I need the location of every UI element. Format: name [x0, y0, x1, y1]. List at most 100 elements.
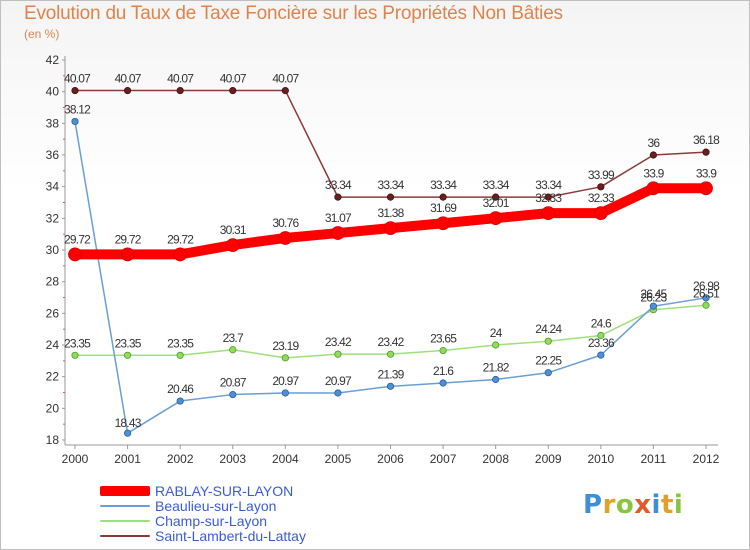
data-label: 31.69: [430, 201, 457, 215]
data-point: [176, 351, 184, 359]
data-label: 40.07: [115, 72, 142, 86]
data-label: 32.33: [535, 191, 562, 205]
x-tick-label: 2005: [325, 452, 352, 466]
logo-letter: i: [673, 490, 684, 520]
data-label: 36.18: [693, 133, 720, 147]
y-tick-label: 20: [46, 401, 60, 415]
logo-letter: t: [660, 490, 674, 520]
data-label: 33.9: [643, 166, 664, 180]
data-label: 40.07: [167, 72, 194, 86]
data-label: 23.36: [588, 336, 615, 350]
data-label: 33.99: [588, 168, 615, 182]
x-tick-label: 2011: [641, 452, 667, 466]
legend-swatch: [100, 505, 150, 507]
data-label: 33.34: [377, 178, 404, 192]
data-point: [492, 375, 500, 384]
data-label: 22.25: [535, 354, 562, 368]
data-point: [699, 181, 713, 196]
x-tick-label: 2000: [62, 452, 89, 466]
data-point: [646, 181, 661, 196]
data-point: [71, 351, 79, 359]
data-point: [386, 350, 395, 358]
data-point: [225, 238, 240, 252]
x-tick-label: 2006: [377, 452, 404, 466]
data-label: 24: [490, 326, 503, 340]
data-label: 21.82: [483, 361, 510, 375]
data-label: 31.38: [377, 206, 404, 220]
data-point: [597, 183, 605, 191]
data-point: [436, 216, 450, 231]
data-label: 33.34: [430, 178, 457, 192]
data-point: [649, 151, 658, 159]
data-label: 29.72: [115, 232, 142, 246]
data-point: [439, 379, 447, 387]
data-point: [331, 226, 345, 240]
x-tick-label: 2002: [167, 452, 194, 466]
data-label: 23.35: [64, 336, 91, 350]
data-point: [702, 301, 710, 309]
data-label: 30.76: [272, 216, 299, 230]
y-tick-label: 36: [46, 148, 60, 162]
data-point: [386, 382, 395, 390]
data-point: [334, 193, 342, 201]
data-label: 33.34: [325, 178, 352, 192]
data-label: 21.39: [377, 367, 404, 381]
logo-letter: P: [583, 490, 603, 520]
x-tick-label: 2009: [535, 452, 562, 466]
data-label: 23.42: [325, 335, 352, 349]
data-point: [120, 247, 135, 262]
data-point: [173, 247, 188, 262]
data-label: 23.35: [167, 336, 194, 350]
data-point: [383, 221, 398, 236]
y-tick-label: 28: [46, 275, 60, 289]
data-label: 20.87: [220, 376, 247, 390]
data-label: 32.33: [588, 191, 615, 205]
data-point: [229, 390, 237, 399]
x-tick-label: 2001: [114, 452, 141, 466]
data-point: [229, 346, 237, 354]
data-point: [334, 389, 342, 397]
y-tick-label: 30: [46, 243, 60, 257]
data-point: [702, 294, 710, 302]
data-point: [541, 206, 556, 221]
data-label: 32.01: [483, 196, 510, 210]
data-point: [123, 86, 132, 95]
data-label: 33.34: [483, 178, 510, 192]
data-label: 30.31: [220, 223, 247, 237]
data-label: 23.19: [272, 339, 299, 353]
logo-letter: o: [615, 490, 635, 520]
y-tick-label: 18: [46, 433, 60, 447]
x-tick-label: 2003: [219, 452, 246, 466]
legend-label: Beaulieu-sur-Layon: [155, 498, 277, 514]
data-label: 23.42: [377, 335, 404, 349]
data-label: 26.45: [640, 287, 667, 301]
logo-letter: r: [602, 490, 616, 520]
data-point: [278, 231, 293, 245]
legend-label: Champ-sur-Layon: [155, 513, 268, 529]
y-tick-label: 24: [46, 338, 60, 352]
y-tick-label: 34: [46, 180, 60, 194]
data-label: 21.6: [433, 364, 454, 378]
y-tick-label: 42: [46, 53, 60, 67]
data-point: [597, 331, 605, 340]
data-point: [439, 193, 447, 201]
data-point: [123, 429, 132, 437]
data-point: [597, 351, 605, 359]
x-tick-label: 2012: [693, 452, 720, 466]
data-label: 29.72: [167, 232, 194, 246]
data-point: [386, 193, 395, 201]
legend-swatch: [100, 520, 150, 522]
data-point: [176, 86, 184, 95]
data-label: 20.97: [325, 374, 352, 388]
y-tick-label: 38: [46, 116, 60, 130]
data-label: 38.12: [64, 102, 91, 116]
legend-label: Saint-Lambert-du-Lattay: [155, 528, 306, 544]
data-point: [71, 117, 79, 126]
legend-label: RABLAY-SUR-LAYON: [155, 483, 294, 499]
data-point: [593, 206, 608, 221]
data-label: 29.72: [64, 232, 91, 246]
data-point: [334, 350, 342, 358]
data-label: 33.9: [696, 166, 717, 180]
data-point: [281, 389, 289, 397]
